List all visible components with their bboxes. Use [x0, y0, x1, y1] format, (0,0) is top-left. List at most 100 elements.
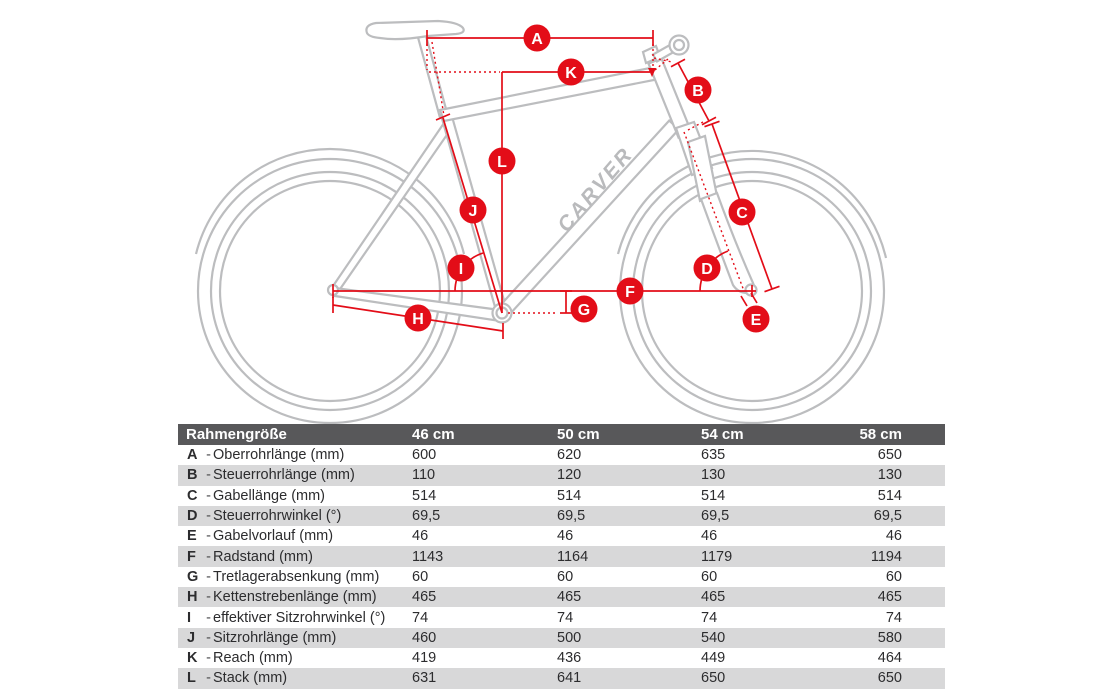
- dim-badge-A: A: [523, 24, 551, 52]
- value-50: 46: [557, 528, 574, 545]
- row-label: Sitzrohrlänge (mm): [213, 629, 337, 646]
- dim-badge-G: G: [570, 295, 598, 323]
- value-58: 69,5: [873, 508, 902, 525]
- table-row: L - Stack (mm) 631 641 650 650: [178, 668, 945, 689]
- row-dash: -: [206, 508, 211, 525]
- value-46: 1143: [412, 548, 444, 565]
- value-46: 600: [412, 447, 437, 464]
- dim-badge-I: I: [447, 254, 475, 282]
- row-label: Reach (mm): [213, 650, 293, 667]
- table-row: D - Steuerrohrwinkel (°) 69,5 69,5 69,5 69…: [178, 505, 945, 527]
- dim-badges: A K B L J C I: [404, 24, 770, 333]
- value-50: 465: [557, 589, 582, 606]
- row-label: Stack (mm): [213, 670, 288, 687]
- value-58: 464: [877, 650, 902, 667]
- dim-badge-B: B: [684, 76, 712, 104]
- value-58: 74: [885, 609, 902, 626]
- row-letter: A: [187, 447, 198, 464]
- row-letter: E: [187, 528, 197, 545]
- row-label: Gabellänge (mm): [213, 487, 326, 504]
- value-58: 1194: [870, 548, 902, 565]
- value-50: 69,5: [557, 508, 586, 525]
- svg-text:B: B: [692, 83, 704, 100]
- saddle: [365, 19, 465, 41]
- header-46cm: 46 cm: [412, 426, 455, 443]
- value-54: 449: [701, 650, 726, 667]
- row-dash: -: [206, 589, 211, 606]
- value-54: 635: [701, 447, 726, 464]
- value-50: 500: [557, 629, 582, 646]
- row-letter: H: [187, 589, 198, 606]
- dim-badge-E: E: [742, 305, 770, 333]
- row-letter: J: [187, 629, 196, 646]
- header-framesize: Rahmengröße: [186, 426, 287, 443]
- value-50: 120: [557, 467, 582, 484]
- value-54: 74: [701, 609, 718, 626]
- row-dash: -: [206, 548, 211, 565]
- header-58cm: 58 cm: [859, 426, 902, 443]
- value-46: 74: [412, 609, 429, 626]
- value-58: 465: [877, 589, 902, 606]
- table-row: A - Oberrohrlänge (mm) 600 620 635 650: [178, 445, 945, 465]
- svg-text:I: I: [459, 261, 463, 278]
- rear-fender: [194, 147, 466, 255]
- svg-text:C: C: [736, 205, 748, 222]
- row-letter: I: [187, 609, 192, 626]
- row-letter: D: [187, 508, 198, 525]
- value-54: 60: [701, 568, 718, 585]
- svg-text:G: G: [578, 302, 590, 319]
- row-dash: -: [206, 528, 211, 545]
- svg-text:E: E: [751, 312, 762, 329]
- value-46: 465: [412, 589, 437, 606]
- table-row: E - Gabelvorlauf (mm) 46 46 46 46: [178, 526, 945, 546]
- row-letter: B: [187, 467, 198, 484]
- bike-geometry-diagram: CARVER: [194, 19, 888, 424]
- dim-badge-H: H: [404, 304, 432, 332]
- row-label: Oberrohrlänge (mm): [213, 447, 345, 464]
- row-letter: L: [187, 670, 196, 687]
- svg-text:F: F: [625, 284, 635, 301]
- front-dropout: [744, 283, 758, 297]
- table-row: K - Reach (mm) 419 436 449 464: [178, 648, 945, 668]
- row-dash: -: [206, 650, 211, 667]
- value-54: 540: [701, 629, 726, 646]
- value-58: 46: [885, 528, 902, 545]
- value-46: 514: [412, 487, 437, 504]
- dim-badge-J: J: [459, 196, 487, 224]
- header-54cm: 54 cm: [701, 426, 744, 443]
- geometry-table: Rahmengröße 46 cm 50 cm 54 cm 58 cm A - Ob…: [178, 424, 945, 689]
- row-dash: -: [206, 609, 211, 626]
- row-dash: -: [206, 447, 211, 464]
- row-dash: -: [206, 670, 211, 687]
- row-label: effektiver Sitzrohrwinkel (°): [213, 609, 386, 626]
- value-58: 60: [885, 568, 902, 585]
- table-row: C - Gabellänge (mm) 514 514 514 514: [178, 486, 945, 506]
- value-54: 1179: [701, 548, 733, 565]
- svg-text:D: D: [701, 261, 713, 278]
- dim-badge-K: K: [557, 58, 585, 86]
- row-label: Steuerrohrwinkel (°): [213, 508, 342, 525]
- table-row: I - effektiver Sitzrohrwinkel (°) 74 74 74…: [178, 607, 945, 627]
- top-tube: [438, 65, 661, 123]
- value-54: 514: [701, 487, 726, 504]
- table-row: H - Kettenstrebenlänge (mm) 465 465 465 46…: [178, 587, 945, 608]
- down-tube: [495, 119, 681, 319]
- dim-line-E: [740, 292, 758, 307]
- dim-badge-C: C: [728, 198, 756, 226]
- value-58: 650: [877, 670, 902, 687]
- seatpost: [415, 30, 450, 120]
- brand-logo: CARVER: [553, 143, 638, 237]
- value-50: 436: [557, 650, 582, 667]
- row-dash: -: [206, 487, 211, 504]
- dim-badge-F: F: [616, 277, 644, 305]
- value-46: 419: [412, 650, 437, 667]
- value-50: 514: [557, 487, 582, 504]
- value-50: 74: [557, 609, 574, 626]
- table-header-row: Rahmengröße 46 cm 50 cm 54 cm 58 cm: [178, 424, 945, 445]
- value-58: 580: [877, 629, 902, 646]
- row-letter: K: [187, 650, 198, 667]
- row-label: Gabelvorlauf (mm): [213, 528, 334, 545]
- value-46: 631: [412, 670, 437, 687]
- row-label: Radstand (mm): [213, 548, 313, 565]
